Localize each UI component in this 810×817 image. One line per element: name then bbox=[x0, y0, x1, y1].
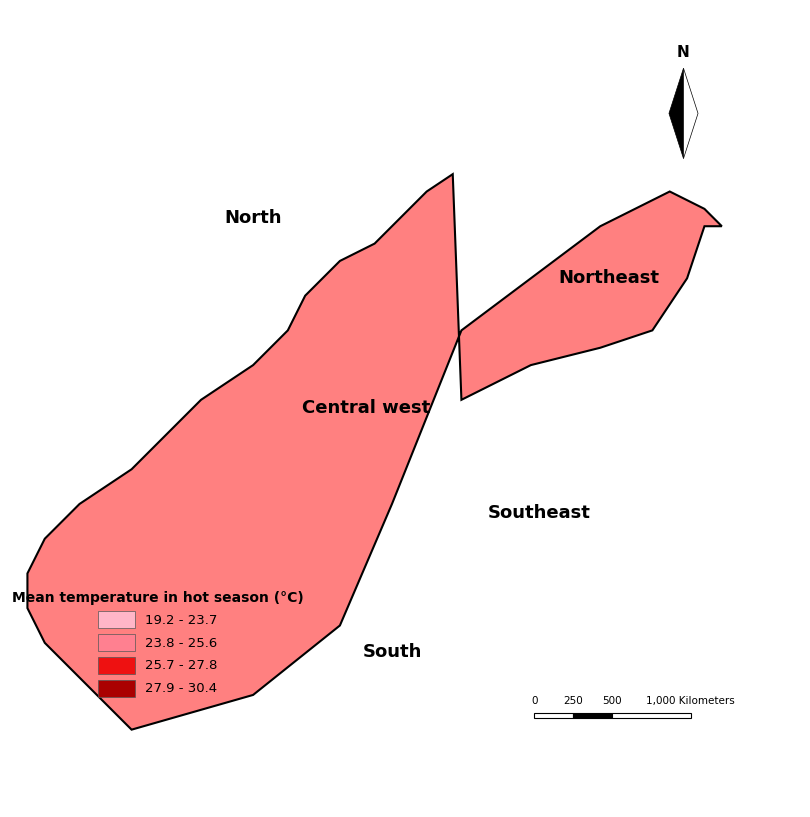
Text: N: N bbox=[677, 45, 690, 60]
Text: 0: 0 bbox=[531, 696, 537, 707]
Bar bbox=[612, 712, 691, 717]
Bar bbox=[573, 712, 612, 717]
Text: North: North bbox=[224, 208, 282, 226]
Text: 500: 500 bbox=[603, 696, 622, 707]
Legend: 19.2 - 23.7, 23.8 - 25.6, 25.7 - 27.8, 27.9 - 30.4: 19.2 - 23.7, 23.8 - 25.6, 25.7 - 27.8, 2… bbox=[8, 587, 308, 700]
Text: Southeast: Southeast bbox=[488, 503, 591, 522]
Bar bbox=[534, 712, 573, 717]
Text: Central west: Central west bbox=[302, 400, 430, 417]
Polygon shape bbox=[28, 174, 722, 730]
Text: 250: 250 bbox=[564, 696, 583, 707]
Polygon shape bbox=[684, 69, 698, 158]
Text: 1,000 Kilometers: 1,000 Kilometers bbox=[646, 696, 735, 707]
Polygon shape bbox=[669, 69, 684, 158]
Text: South: South bbox=[362, 642, 422, 660]
Text: Northeast: Northeast bbox=[558, 270, 659, 288]
